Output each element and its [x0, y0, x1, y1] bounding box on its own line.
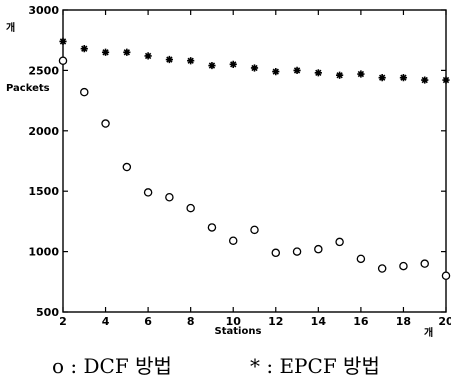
dcf-point	[441, 271, 451, 281]
y-tick-label: 2000	[28, 125, 59, 138]
dcf-point	[271, 248, 281, 258]
dcf-point	[80, 87, 89, 97]
dcf-point	[399, 261, 408, 271]
epcf-point	[123, 48, 131, 56]
epcf-point	[442, 76, 450, 84]
dcf-point	[228, 236, 238, 245]
epcf-point	[101, 48, 110, 56]
x-tick-label: 8	[187, 315, 195, 328]
dcf-point	[335, 237, 344, 247]
legend-item-epcf: * : EPCF 방법	[250, 350, 380, 379]
x-tick-label: 4	[102, 315, 110, 328]
epcf-point	[314, 69, 322, 77]
epcf-point	[399, 74, 408, 82]
epcf-point	[250, 64, 259, 72]
x-tick-label: 10	[226, 315, 242, 328]
legend-epcf-text: : EPCF 방법	[266, 354, 380, 378]
epcf-point	[357, 70, 365, 78]
epcf-point	[187, 57, 195, 65]
epcf-point	[80, 45, 88, 53]
dcf-point	[420, 259, 429, 268]
epcf-point	[378, 74, 386, 82]
epcf-point	[208, 61, 216, 70]
epcf-point	[59, 37, 67, 46]
dcf-point	[207, 223, 217, 232]
dcf-point	[250, 225, 259, 235]
y-tick-label: 500	[36, 306, 59, 319]
epcf-point	[293, 66, 301, 74]
x-tick-label: 2	[59, 315, 67, 328]
legend-dcf-text: : DCF 방법	[70, 354, 172, 378]
x-axis-label: Stations	[215, 326, 262, 337]
y-axis-label: Packets	[6, 83, 50, 94]
dcf-point	[122, 162, 132, 172]
dcf-point	[292, 247, 302, 256]
y-tick-label: 1000	[28, 246, 59, 259]
dcf-point	[143, 188, 153, 197]
y-tick-label: 3000	[28, 4, 59, 17]
scatter-chart: 2 4 6 8 10 12 14 16 18 2050010001500200025003000 …	[6, 4, 451, 339]
epcf-point	[421, 76, 429, 84]
legend-item-dcf: o : DCF 방법	[52, 350, 172, 379]
epcf-point	[272, 68, 280, 76]
x-tick-label: 12	[268, 315, 283, 328]
x-tick-label: 20	[438, 315, 451, 328]
plot-area: 2 4 6 8 10 12 14 16 18 20 500 1000 1500 2000 2500 3000	[28, 4, 451, 328]
dcf-point	[356, 254, 366, 264]
dcf-point	[58, 56, 68, 65]
dcf-point	[377, 264, 387, 273]
x-tick-label: 16	[353, 315, 369, 328]
y-axis-unit: 개	[6, 21, 15, 34]
legend-dcf-marker: o	[52, 354, 65, 378]
x-tick-label: 6	[144, 315, 152, 328]
x-tick-label: 18	[396, 315, 411, 328]
legend: o : DCF 방법 * : EPCF 방법	[0, 350, 451, 380]
x-axis-unit: 개	[424, 326, 433, 339]
y-tick-label: 1500	[28, 185, 59, 198]
epcf-point	[336, 71, 344, 79]
y-tick-label: 2500	[28, 64, 59, 77]
dcf-point	[186, 203, 195, 213]
legend-epcf-marker: *	[250, 354, 260, 378]
x-tick-label: 14	[311, 315, 327, 328]
dcf-point	[165, 192, 174, 202]
epcf-point	[165, 55, 173, 64]
dcf-point	[101, 119, 110, 128]
plot-frame	[62, 9, 447, 313]
epcf-point	[144, 52, 152, 60]
epcf-point	[229, 60, 237, 68]
dcf-point	[314, 244, 323, 254]
